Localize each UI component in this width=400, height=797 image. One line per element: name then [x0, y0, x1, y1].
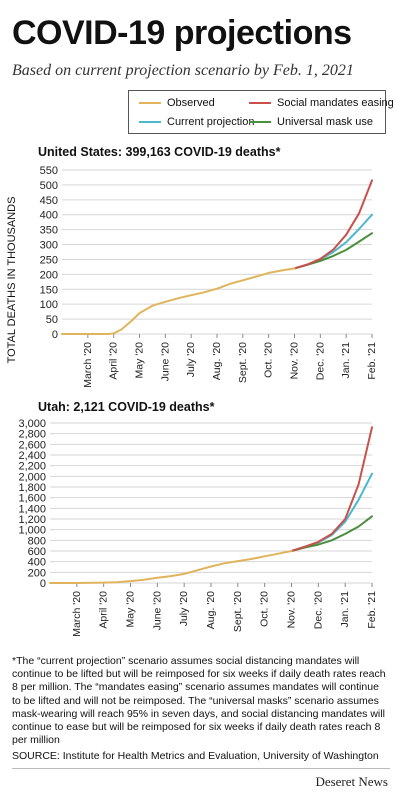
legend-item-mask: Universal mask use [249, 116, 373, 128]
legend-label-mask: Universal mask use [277, 116, 373, 128]
us-x-tick-label: Oct. '20 [263, 342, 275, 378]
us-y-tick-label: 550 [40, 165, 58, 177]
us-x-tick-label: April '20 [108, 342, 120, 380]
utah-y-tick-label: 2,000 [18, 471, 46, 483]
us-y-tick-label: 200 [40, 269, 58, 281]
legend-label-mandates: Social mandates easing [277, 97, 394, 109]
us-y-tick-label: 250 [40, 254, 58, 266]
utah-chart-title: Utah: 2,121 COVID-19 deaths* [38, 400, 215, 414]
legend-swatch-current [139, 121, 161, 123]
utah-y-tick-label: 1,800 [18, 482, 46, 494]
us-x-tick-label: Nov. '20 [289, 342, 301, 380]
utah-x-tick-label: April '20 [98, 591, 110, 629]
page-title: COVID-19 projections [12, 14, 352, 52]
utah-x-tick-label: Aug. '20 [205, 591, 217, 629]
utah-y-tick-label: 600 [28, 546, 46, 558]
brand-logo: Deseret News [315, 774, 388, 789]
us-x-tick-label: March '20 [82, 342, 94, 388]
utah-x-tick-label: July '20 [178, 591, 190, 626]
us-x-tick-label: Dec. '20 [314, 342, 326, 380]
us-x-tick-label: Aug. '20 [211, 342, 223, 380]
legend-label-current: Current projection [167, 116, 255, 128]
utah-x-tick-label: Sept. '20 [232, 591, 244, 632]
chart-legend: Observed Social mandates easing Current … [128, 90, 394, 134]
utah-y-tick-label: 1,400 [18, 503, 46, 515]
utah-x-tick-label: June '20 [151, 591, 163, 631]
legend-item-current: Current projection [139, 116, 254, 128]
page-subtitle: Based on current projection scenario by … [12, 62, 354, 79]
us-y-tick-label: 400 [40, 210, 58, 222]
legend-item-mandates: Social mandates easing [249, 97, 394, 109]
legend-swatch-observed [139, 102, 161, 104]
legend-swatch-mandates [249, 102, 271, 104]
us-x-tick-label: June '20 [159, 342, 171, 382]
utah-x-tick-label: Oct. '20 [259, 591, 271, 627]
utah-y-tick-label: 3,000 [18, 418, 46, 430]
utah-y-tick-label: 200 [28, 567, 46, 579]
divider [12, 768, 390, 769]
utah-series-observed [49, 550, 293, 584]
utah-y-tick-label: 800 [28, 535, 46, 547]
us-x-tick-label: Feb. '21 [366, 342, 378, 380]
us-y-tick-label: 350 [40, 225, 58, 237]
utah-y-tick-label: 0 [40, 578, 46, 590]
utah-y-tick-label: 2,400 [18, 450, 46, 462]
utah-y-tick-label: 2,800 [18, 429, 46, 441]
utah-x-tick-label: Nov. '20 [286, 591, 298, 629]
us-y-tick-label: 450 [40, 195, 58, 207]
us-x-tick-label: July '20 [185, 342, 197, 377]
utah-y-tick-label: 1,000 [18, 525, 46, 537]
legend-label-observed: Observed [167, 97, 215, 109]
us-x-tick-label: Jan. '21 [340, 342, 352, 379]
utah-y-tick-label: 1,600 [18, 493, 46, 505]
us-y-tick-label: 50 [46, 314, 58, 326]
utah-x-tick-label: Feb. '21 [366, 591, 378, 629]
utah-y-tick-label: 400 [28, 557, 46, 569]
us-y-tick-label: 0 [52, 329, 58, 341]
legend-swatch-mask [249, 121, 271, 123]
utah-x-tick-label: Jan. '21 [339, 591, 351, 628]
utah-series-mandates [290, 426, 373, 552]
utah-x-tick-label: March '20 [71, 591, 83, 637]
utah-deaths-chart: 02004006008001,0001,2001,4001,6001,8002,… [18, 418, 378, 637]
us-x-tick-label: Sept. '20 [237, 342, 249, 383]
us-y-tick-label: 500 [40, 180, 58, 192]
us-chart-title: United States: 399,163 COVID-19 deaths* [38, 145, 281, 159]
source-note: SOURCE: Institute for Health Metrics and… [12, 750, 379, 762]
us-y-tick-label: 100 [40, 299, 58, 311]
us-series-observed [61, 267, 296, 335]
utah-y-tick-label: 2,600 [18, 439, 46, 451]
legend-item-observed: Observed [139, 97, 215, 109]
utah-x-tick-label: Dec. '20 [312, 591, 324, 629]
footnote: *The “current projection” scenario assum… [12, 655, 386, 747]
us-y-tick-label: 300 [40, 240, 58, 252]
utah-y-tick-label: 1,200 [18, 514, 46, 526]
utah-y-tick-label: 2,200 [18, 461, 46, 473]
us-deaths-chart: 0 50 100 150 200 250 300 350 400 450 500 550 March '… [40, 165, 378, 388]
utah-x-tick-label: May '20 [125, 591, 137, 628]
us-series-mandates [293, 179, 373, 270]
us-x-tick-label: May '20 [134, 342, 146, 379]
us-y-tick-label: 150 [40, 284, 58, 296]
